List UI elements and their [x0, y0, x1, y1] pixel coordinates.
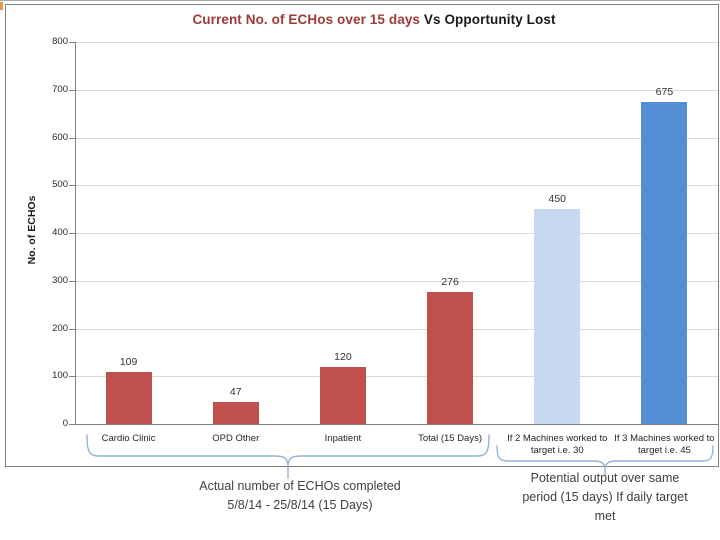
category-label: Inpatient	[324, 433, 362, 444]
gridline	[75, 233, 718, 234]
y-tick-label: 800	[52, 36, 68, 47]
bar-value-label: 450	[548, 193, 567, 206]
y-axis-tick	[69, 233, 75, 234]
y-axis-tick	[69, 328, 75, 330]
y-tick-label: 300	[52, 274, 68, 286]
y-axis-tick	[69, 89, 75, 91]
chart-title-primary: Current No. of ECHos over 15 days	[192, 12, 421, 27]
y-axis-line	[75, 42, 76, 424]
chart-title: Current No. of ECHos over 15 days Vs Opp…	[5, 12, 719, 27]
y-tick-label: 500	[52, 179, 68, 191]
annotation-potential-output: Potential output over same period (15 da…	[522, 471, 688, 523]
bar	[212, 401, 259, 424]
bar-value-label: 47	[229, 385, 242, 398]
y-tick-label: 400	[52, 227, 68, 238]
gridline	[75, 42, 718, 43]
y-axis-tick	[69, 424, 75, 425]
bar	[427, 292, 474, 424]
x-axis-line	[75, 424, 718, 425]
y-tick-label: 0	[62, 418, 68, 429]
y-axis-tick	[69, 185, 75, 187]
chart-title-secondary: Vs Opportunity Lost	[420, 12, 556, 27]
bar	[319, 366, 366, 424]
y-axis-tick	[69, 280, 75, 282]
gridline	[75, 137, 718, 139]
category-label: OPD Other	[212, 433, 260, 444]
y-tick-label: 700	[52, 83, 68, 95]
gridline	[75, 376, 718, 378]
bar	[105, 371, 152, 424]
y-tick-label: 100	[52, 370, 68, 382]
gridline	[75, 328, 718, 330]
category-label: Cardio Clinic	[101, 433, 156, 444]
y-axis-tick	[69, 137, 75, 139]
window-top-border	[0, 0, 720, 1]
slide-edge-artifact	[0, 2, 3, 10]
bar-value-label: 276	[441, 276, 459, 289]
y-tick-label: 200	[52, 322, 68, 334]
category-label: If 3 Machines worked to target i.e. 45	[614, 433, 715, 456]
bar	[641, 101, 688, 424]
category-label: If 2 Machines worked to target i.e. 30	[507, 433, 608, 456]
bar	[534, 209, 581, 424]
category-label: Total (15 Days)	[418, 433, 483, 444]
gridline	[75, 280, 718, 282]
y-tick-label: 600	[52, 131, 68, 143]
bar-value-label: 109	[119, 355, 138, 368]
y-axis-tick	[69, 376, 75, 378]
bar-value-label: 120	[334, 350, 352, 363]
bar-value-label: 675	[655, 85, 674, 98]
gridline	[75, 185, 718, 187]
gridline	[75, 89, 718, 91]
y-axis-tick	[69, 42, 75, 43]
annotation-actual-echos: Actual number of ECHOs completed 5/8/14 …	[199, 479, 401, 512]
